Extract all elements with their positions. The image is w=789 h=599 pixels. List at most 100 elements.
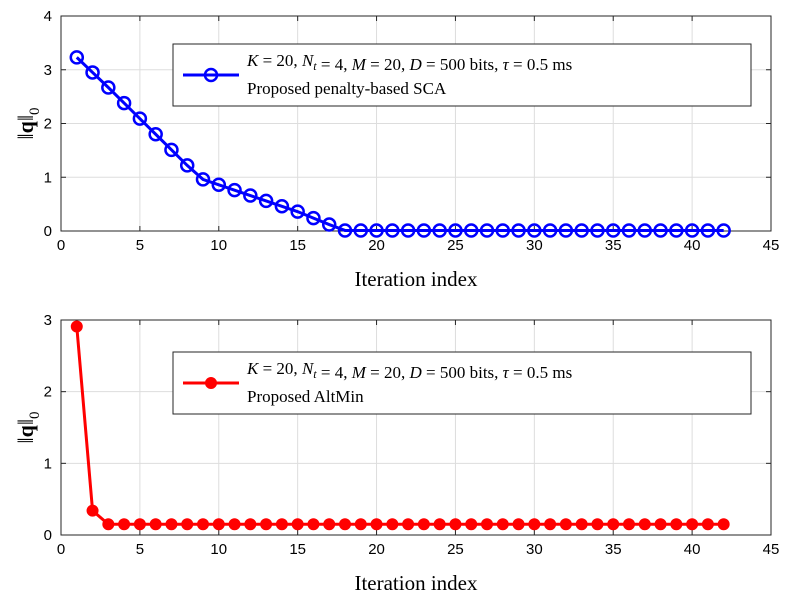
data-point (575, 518, 588, 531)
chart-1: 0 5 10 15 20 25 30 35 40 45 0 1 2 3 4 Iteration index ‖q… (13, 8, 779, 291)
data-point (700, 223, 716, 238)
data-point (559, 518, 572, 531)
x-tick-label: 40 (684, 237, 701, 254)
data-point (590, 223, 605, 238)
x-tick-label: 10 (210, 237, 227, 254)
data-point (243, 188, 258, 203)
x-tick-label: 10 (210, 541, 227, 558)
data-point (528, 518, 541, 531)
y-tick-label: 4 (44, 8, 52, 25)
x-tick-label: 30 (526, 541, 543, 558)
data-point (417, 518, 430, 531)
data-point (260, 518, 273, 531)
data-point (558, 223, 574, 238)
x-tick-label: 0 (57, 541, 65, 558)
data-point (432, 223, 447, 238)
legend-series-name: Proposed penalty-based SCA (247, 79, 447, 98)
axes-box (60, 319, 772, 536)
x-tick-label: 5 (136, 541, 144, 558)
data-point (449, 518, 462, 531)
data-point (716, 223, 731, 238)
legend: K = 20, Nt = 4, M = 20, D = 500 bits, τ … (172, 351, 752, 415)
data-point (118, 518, 131, 531)
data-point (116, 95, 132, 111)
y-tick-label: 3 (44, 62, 52, 79)
series-line-1 (75, 56, 724, 232)
data-point (542, 223, 558, 238)
x-tick-label: 20 (368, 237, 385, 254)
data-point (496, 518, 509, 531)
y-tick-label: 1 (44, 169, 52, 186)
data-point (463, 223, 479, 238)
data-point (621, 223, 637, 238)
legend-marker (203, 67, 219, 83)
data-point (481, 518, 493, 531)
x-tick-label: 45 (763, 541, 780, 558)
data-point (495, 223, 511, 238)
data-point (591, 518, 604, 531)
data-point (165, 518, 178, 531)
data-point (669, 223, 684, 238)
y-axis-label: ‖q‖0 (13, 411, 43, 443)
data-point (133, 518, 146, 531)
data-point (101, 80, 116, 95)
data-point (416, 223, 432, 238)
x-tick-label: 0 (57, 237, 65, 254)
data-point (228, 518, 241, 531)
x-tick-label: 20 (368, 541, 385, 558)
data-point (70, 320, 83, 333)
data-point (369, 223, 384, 238)
data-point (574, 223, 589, 238)
x-tick-label: 15 (289, 541, 306, 558)
x-tick-label: 40 (684, 541, 701, 558)
data-point (149, 518, 162, 531)
data-point (353, 223, 369, 238)
data-point (605, 223, 621, 238)
data-point (132, 111, 148, 126)
data-point (211, 177, 227, 193)
data-point (653, 223, 668, 238)
data-point (291, 518, 304, 531)
x-tick-label: 45 (763, 237, 780, 254)
data-point (321, 217, 337, 232)
data-point (102, 518, 115, 531)
data-point (337, 223, 353, 238)
data-point (527, 223, 542, 238)
y-tick-label: 2 (44, 116, 52, 133)
data-point (274, 199, 290, 214)
data-point (290, 204, 305, 219)
y-tick-label: 1 (44, 455, 52, 472)
legend: K = 20, Nt = 4, M = 20, D = 500 bits, τ … (172, 43, 752, 107)
data-point (85, 65, 100, 80)
x-tick-label: 25 (447, 541, 464, 558)
data-point (86, 504, 99, 517)
chart-2: 0 5 10 15 20 25 30 35 40 45 0 1 2 3 Iteration index ‖q‖… (13, 312, 779, 595)
data-point (307, 518, 320, 531)
data-point (275, 518, 288, 531)
data-point (181, 518, 194, 531)
x-tick-label: 30 (526, 237, 543, 254)
data-point (339, 518, 351, 531)
x-tick-label: 25 (447, 237, 464, 254)
legend-box (172, 43, 752, 107)
data-point (354, 518, 367, 531)
x-tick-label: 35 (605, 237, 622, 254)
data-point (448, 223, 463, 238)
data-point (717, 518, 730, 531)
legend-box (172, 351, 752, 415)
data-point (258, 193, 274, 209)
legend-params-text: K = 20, Nt = 4, M = 20, D = 500 bits, τ … (246, 359, 572, 382)
data-point (197, 518, 209, 531)
data-point (179, 158, 195, 173)
data-point (195, 172, 211, 187)
y-tick-label: 0 (44, 527, 52, 544)
data-point (386, 518, 399, 531)
data-point (670, 518, 683, 531)
legend-series-name: Proposed AltMin (247, 387, 364, 406)
data-point (479, 223, 495, 238)
y-axis-label: ‖q‖0 (13, 107, 43, 139)
data-point (607, 518, 620, 531)
data-point (511, 223, 526, 238)
data-point (306, 210, 321, 226)
legend-marker (205, 377, 217, 389)
